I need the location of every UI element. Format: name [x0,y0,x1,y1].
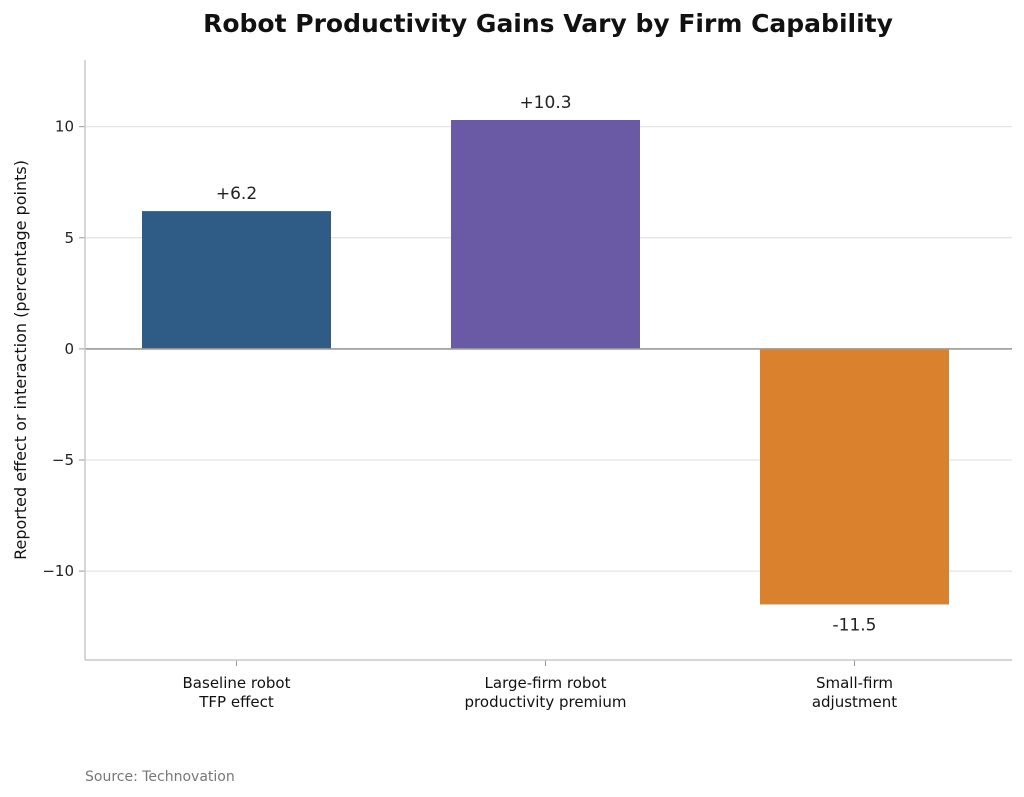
y-tick-labels: 10 5 0 −5 −10 [42,118,74,580]
x-category-label-line: Large-firm robot [485,674,607,692]
bar [142,211,331,349]
x-category-label-line: TFP effect [198,693,274,711]
source-note: Source: Technovation [85,769,235,785]
x-category-label: Large-firm robot productivity premium [465,674,627,711]
y-tick-label: 0 [64,340,74,358]
y-tick-label: 5 [64,229,74,247]
data-label: +6.2 [216,184,257,204]
y-tick-label: −5 [52,451,74,469]
y-tick-label: 10 [55,118,74,136]
y-axis-label: Reported effect or interaction (percenta… [11,160,30,560]
axes [79,60,1012,666]
data-label: +10.3 [519,93,571,113]
x-category-label: Baseline robot TFP effect [183,674,291,711]
bars [142,120,949,605]
bar [451,120,640,349]
x-category-label-line: Baseline robot [183,674,291,692]
x-category-label-line: adjustment [812,693,897,711]
bar [760,348,949,605]
x-category-label-line: productivity premium [465,693,627,711]
data-label: -11.5 [833,615,877,635]
chart-title: Robot Productivity Gains Vary by Firm Ca… [203,9,893,38]
y-tick-label: −10 [42,562,74,580]
x-category-label: Small-firm adjustment [812,674,897,711]
x-category-labels: Baseline robot TFP effect Large-firm robot… [183,674,898,711]
data-labels: +6.2 +10.3 -11.5 [216,93,877,635]
x-category-label-line: Small-firm [816,674,893,692]
